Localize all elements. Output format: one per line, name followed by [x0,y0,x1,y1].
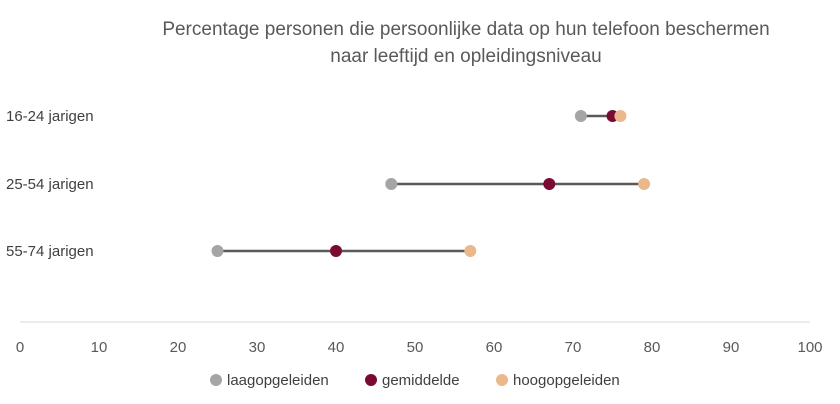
x-tick-label-100: 100 [797,339,822,356]
x-axis-ticks: 0 10 20 30 40 50 60 70 80 90 100 [16,339,823,356]
point-hoogopgeleiden-2 [464,245,477,257]
chart-title: Percentage personen die persoonlijke dat… [162,19,769,67]
x-tick-label-90: 90 [723,339,740,356]
x-tick-label-60: 60 [486,339,503,356]
x-tick-label-0: 0 [16,339,24,356]
legend-label-hoogopgeleiden: hoogopgeleiden [513,372,620,389]
chart-title-line-1: Percentage personen die persoonlijke dat… [162,19,769,40]
connectors [217,114,645,253]
x-tick-label-50: 50 [407,339,424,356]
legend-label-gemiddelde: gemiddelde [382,372,460,389]
legend-marker-hoogopgeleiden [496,374,508,386]
x-tick-label-30: 30 [249,339,266,356]
point-laagopgeleiden-0 [574,110,587,122]
category-label-2: 55-74 jarigen [6,243,94,260]
legend-label-laagopgeleiden: laagopgeleiden [227,372,329,389]
data-points [211,110,651,257]
x-tick-label-20: 20 [170,339,187,356]
point-gemiddelde-2 [330,245,342,257]
legend: laagopgeleiden gemiddelde hoogopgeleiden [210,372,620,389]
category-label-1: 25-54 jarigen [6,176,94,193]
x-tick-label-10: 10 [91,339,108,356]
x-tick-label-80: 80 [644,339,661,356]
legend-marker-laagopgeleiden [210,374,222,386]
category-labels: 16-24 jarigen 25-54 jarigen 55-74 jarigen [6,108,94,260]
chart-title-line-2: naar leeftijd en opleidingsniveau [330,46,601,67]
point-laagopgeleiden-1 [385,178,398,190]
point-gemiddelde-1 [543,178,556,190]
legend-marker-gemiddelde [365,374,377,386]
x-tick-label-70: 70 [565,339,582,356]
point-hoogopgeleiden-1 [638,178,651,190]
point-laagopgeleiden-2 [211,245,224,257]
category-label-0: 16-24 jarigen [6,108,94,125]
point-hoogopgeleiden-0 [614,110,627,122]
x-tick-label-40: 40 [328,339,345,356]
